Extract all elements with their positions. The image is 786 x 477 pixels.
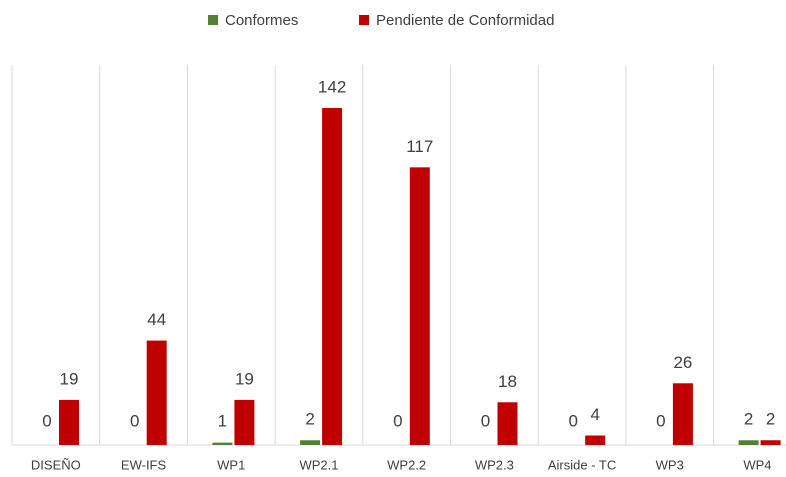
x-tick-label: EW-IFS (121, 457, 167, 472)
data-label: 26 (673, 353, 692, 372)
data-label: 2 (744, 410, 753, 429)
legend-label: Conformes (225, 12, 298, 29)
bar (300, 440, 321, 445)
legend-swatch (208, 15, 218, 25)
data-label: 19 (60, 369, 79, 388)
data-label: 44 (147, 310, 166, 329)
data-label: 117 (406, 137, 433, 156)
data-label: 2 (305, 410, 314, 429)
x-tick-label: WP2.2 (387, 457, 426, 472)
data-label: 0 (481, 411, 490, 430)
data-label: 0 (393, 411, 402, 430)
data-label: 1 (218, 411, 227, 430)
bar (497, 402, 518, 445)
x-tick-label: DISEÑO (31, 457, 81, 472)
data-label: 4 (590, 405, 599, 424)
x-tick-label: WP2.3 (475, 457, 514, 472)
bar (760, 440, 781, 445)
bar (322, 108, 343, 445)
bar (409, 167, 430, 445)
x-tick-label: WP1 (217, 457, 245, 472)
data-label: 142 (318, 77, 346, 96)
data-label: 2 (766, 410, 775, 429)
legend-label: Pendiente de Conformidad (376, 12, 554, 29)
bar (738, 440, 759, 445)
bar (585, 435, 606, 445)
x-tick-label: WP3 (656, 457, 684, 472)
bar (234, 399, 255, 445)
bar (212, 442, 233, 445)
data-label: 18 (498, 372, 517, 391)
data-label: 0 (130, 411, 139, 430)
data-label: 0 (568, 411, 577, 430)
x-tick-label: Airside - TC (548, 457, 616, 472)
bar (59, 399, 79, 445)
bar (672, 383, 693, 445)
data-label: 0 (656, 411, 665, 430)
bar (146, 340, 167, 445)
x-tick-label: WP2.1 (299, 457, 338, 472)
x-tick-label: WP4 (743, 457, 771, 472)
data-label: 0 (42, 411, 51, 430)
data-label: 19 (235, 369, 254, 388)
legend-swatch (359, 15, 369, 25)
